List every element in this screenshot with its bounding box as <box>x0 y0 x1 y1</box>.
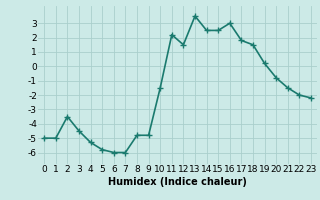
X-axis label: Humidex (Indice chaleur): Humidex (Indice chaleur) <box>108 177 247 187</box>
